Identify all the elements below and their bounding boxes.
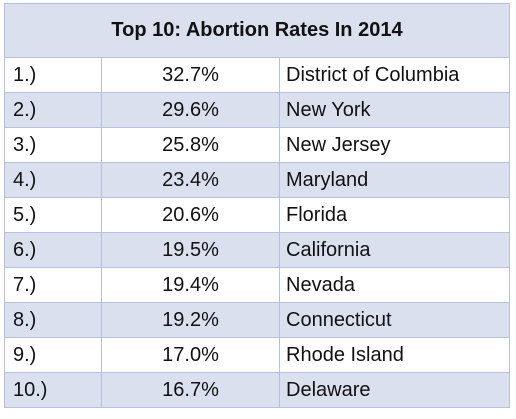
- table-row: 5.) 20.6% Florida: [4, 197, 510, 233]
- table-row: 7.) 19.4% Nevada: [4, 267, 510, 303]
- rank-cell: 10.): [4, 372, 102, 408]
- place-cell: Maryland: [279, 162, 510, 198]
- rate-cell: 20.6%: [101, 197, 280, 233]
- place-cell: Connecticut: [279, 302, 510, 338]
- rate-cell: 19.2%: [101, 302, 280, 338]
- rate-cell: 29.6%: [101, 92, 280, 128]
- rate-cell: 19.4%: [101, 267, 280, 303]
- table-title: Top 10: Abortion Rates In 2014: [4, 3, 510, 58]
- place-cell: New Jersey: [279, 127, 510, 163]
- place-cell: Rhode Island: [279, 337, 510, 373]
- rank-cell: 8.): [4, 302, 102, 338]
- rank-cell: 9.): [4, 337, 102, 373]
- rank-cell: 7.): [4, 267, 102, 303]
- abortion-rates-table: Top 10: Abortion Rates In 2014 1.) 32.7%…: [4, 3, 510, 408]
- place-cell: Florida: [279, 197, 510, 233]
- table-row: 10.) 16.7% Delaware: [4, 372, 510, 408]
- rank-cell: 3.): [4, 127, 102, 163]
- rate-cell: 25.8%: [101, 127, 280, 163]
- rate-cell: 23.4%: [101, 162, 280, 198]
- table-row: 1.) 32.7% District of Columbia: [4, 57, 510, 93]
- rank-cell: 1.): [4, 57, 102, 93]
- rate-cell: 19.5%: [101, 232, 280, 268]
- table-row: 8.) 19.2% Connecticut: [4, 302, 510, 338]
- place-cell: Delaware: [279, 372, 510, 408]
- rank-cell: 2.): [4, 92, 102, 128]
- rank-cell: 5.): [4, 197, 102, 233]
- abortion-rates-table-container: Top 10: Abortion Rates In 2014 1.) 32.7%…: [4, 3, 510, 408]
- rate-cell: 17.0%: [101, 337, 280, 373]
- table-row: 3.) 25.8% New Jersey: [4, 127, 510, 163]
- rate-cell: 32.7%: [101, 57, 280, 93]
- table-row: 9.) 17.0% Rhode Island: [4, 337, 510, 373]
- table-row: 2.) 29.6% New York: [4, 92, 510, 128]
- place-cell: California: [279, 232, 510, 268]
- table-row: 4.) 23.4% Maryland: [4, 162, 510, 198]
- place-cell: New York: [279, 92, 510, 128]
- rate-cell: 16.7%: [101, 372, 280, 408]
- rank-cell: 4.): [4, 162, 102, 198]
- place-cell: District of Columbia: [279, 57, 510, 93]
- rank-cell: 6.): [4, 232, 102, 268]
- table-title-row: Top 10: Abortion Rates In 2014: [4, 3, 510, 58]
- place-cell: Nevada: [279, 267, 510, 303]
- table-row: 6.) 19.5% California: [4, 232, 510, 268]
